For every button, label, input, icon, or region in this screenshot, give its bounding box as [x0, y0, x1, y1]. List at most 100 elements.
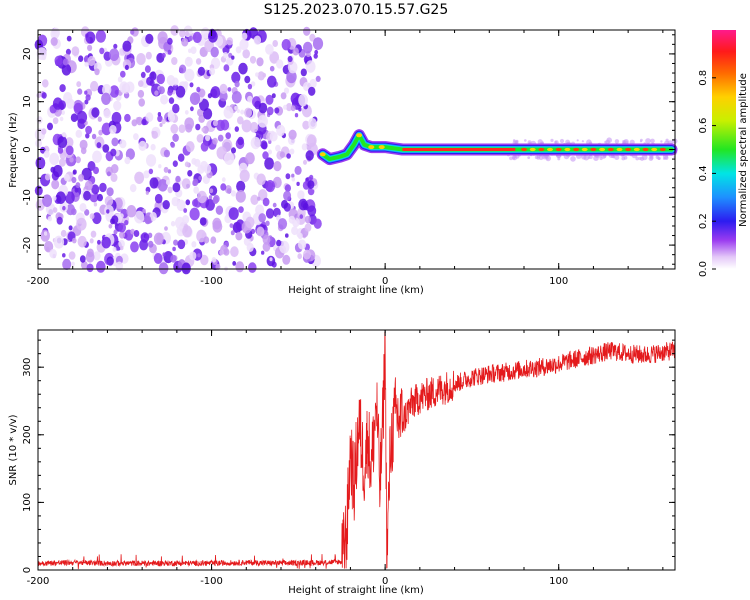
noise-blob	[305, 177, 309, 183]
noise-blob	[212, 217, 222, 230]
noise-blob	[138, 140, 147, 151]
noise-blob	[174, 216, 185, 229]
noise-blob	[129, 184, 137, 193]
noise-blob	[305, 60, 316, 73]
noise-blob	[167, 89, 173, 96]
noise-blob	[183, 81, 189, 88]
noise-blob	[71, 261, 75, 267]
noise-blob	[72, 237, 77, 244]
noise-blob	[130, 29, 135, 35]
noise-blob	[250, 136, 261, 150]
noise-blob	[288, 215, 296, 224]
noise-blob	[76, 217, 87, 231]
noise-blob	[119, 245, 124, 251]
noise-blob	[235, 190, 246, 203]
noise-blob	[223, 64, 230, 72]
noise-blob	[71, 208, 77, 216]
ridge-peak	[378, 145, 385, 150]
noise-blob	[54, 55, 63, 66]
ridge-haze	[641, 154, 648, 161]
noise-blob	[185, 141, 195, 153]
noise-blob	[102, 84, 112, 96]
noise-blob	[212, 196, 219, 204]
noise-blob	[164, 226, 168, 231]
noise-blob	[84, 90, 88, 95]
noise-blob	[149, 211, 157, 222]
noise-blob	[168, 97, 175, 104]
noise-blob	[103, 108, 111, 119]
noise-blob	[269, 131, 278, 142]
noise-blob	[237, 136, 244, 146]
noise-blob	[297, 190, 305, 200]
noise-blob	[52, 207, 58, 213]
noise-blob	[230, 190, 236, 197]
ridge-core-dot	[538, 147, 545, 152]
noise-blob	[110, 173, 118, 183]
noise-blob	[192, 180, 197, 187]
noise-blob	[77, 235, 87, 248]
noise-blob	[167, 49, 172, 55]
noise-blob	[262, 72, 267, 78]
noise-blob	[313, 53, 318, 59]
ridge-haze	[665, 138, 669, 142]
noise-blob	[268, 149, 272, 155]
noise-blob	[178, 124, 186, 133]
noise-blob	[250, 194, 259, 205]
noise-blob	[134, 171, 145, 184]
noise-blob	[59, 116, 64, 122]
noise-blob	[283, 87, 290, 94]
noise-blob	[106, 209, 110, 214]
noise-blob	[272, 202, 277, 208]
noise-blob	[157, 31, 168, 44]
noise-blob	[197, 190, 207, 204]
noise-blob	[184, 110, 189, 115]
noise-blob	[285, 233, 289, 238]
noise-blob	[124, 64, 129, 70]
noise-blob	[297, 253, 303, 260]
noise-blob	[208, 30, 218, 43]
noise-blob	[50, 37, 58, 46]
noise-blob	[63, 173, 70, 182]
noise-blob	[261, 250, 265, 255]
noise-blob	[143, 170, 150, 179]
ridge-haze	[645, 138, 651, 144]
noise-blob	[136, 116, 143, 126]
noise-blob	[104, 195, 114, 207]
noise-blob	[302, 120, 310, 130]
noise-blob	[124, 156, 131, 165]
noise-blob	[61, 110, 65, 115]
noise-blob	[80, 147, 87, 155]
noise-blob	[300, 68, 307, 77]
noise-blob	[41, 128, 47, 135]
noise-blob	[43, 150, 50, 158]
noise-blob	[220, 119, 230, 131]
noise-blob	[283, 104, 287, 110]
noise-blob	[89, 238, 94, 244]
noise-blob	[61, 63, 72, 76]
noise-blob	[87, 55, 96, 67]
noise-blob	[239, 169, 250, 183]
noise-blob	[256, 173, 266, 186]
noise-blob	[158, 262, 169, 275]
noise-blob	[167, 186, 173, 194]
y-tick-label: 0	[22, 146, 33, 152]
noise-blob	[89, 213, 95, 220]
noise-blob	[261, 141, 268, 150]
ridge-haze	[663, 157, 666, 160]
colorbar: 0.0 0.2 0.4 0.6 0.8 Normalized spectral ampl…	[698, 30, 749, 277]
ridge-core-dot	[529, 147, 536, 152]
noise-blob	[66, 35, 72, 42]
noise-blob	[280, 92, 287, 100]
noise-blob	[97, 116, 102, 122]
noise-blob	[158, 86, 165, 95]
noise-blob	[75, 129, 83, 138]
noise-blob	[163, 166, 169, 173]
ridge-core-dot	[547, 147, 553, 152]
noise-blob	[50, 166, 56, 173]
y-tick-label: -10	[22, 189, 33, 205]
noise-blob	[56, 216, 63, 225]
noise-blob	[219, 83, 228, 94]
noise-blob	[244, 75, 251, 84]
noise-blob	[145, 51, 152, 60]
noise-blob	[298, 198, 308, 211]
